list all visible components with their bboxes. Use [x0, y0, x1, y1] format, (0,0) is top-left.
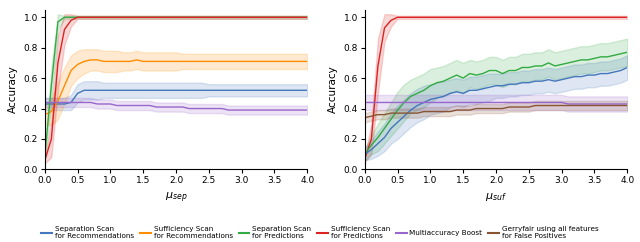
Legend: Separation Scan
for Recommendations, Sufficiency Scan
for Recommendations, Separ: Separation Scan for Recommendations, Suf…: [38, 223, 602, 242]
X-axis label: $\mu_{sep}$: $\mu_{sep}$: [164, 191, 188, 205]
Y-axis label: Accuracy: Accuracy: [8, 66, 18, 113]
X-axis label: $\mu_{suf}$: $\mu_{suf}$: [485, 191, 507, 203]
Y-axis label: Accuracy: Accuracy: [328, 66, 338, 113]
